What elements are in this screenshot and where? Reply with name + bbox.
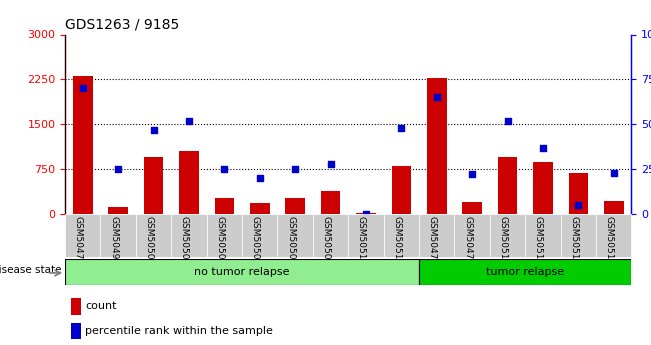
Point	[290, 166, 300, 172]
Point	[148, 127, 159, 132]
Text: GSM50504: GSM50504	[145, 216, 154, 265]
Bar	[604, 201, 624, 214]
Bar	[109, 207, 128, 214]
FancyBboxPatch shape	[419, 259, 631, 285]
Bar	[392, 166, 411, 214]
Point	[432, 95, 442, 100]
Text: GSM50510: GSM50510	[499, 216, 508, 265]
FancyBboxPatch shape	[277, 214, 313, 257]
Bar	[321, 191, 340, 214]
FancyBboxPatch shape	[348, 214, 383, 257]
Bar	[285, 198, 305, 214]
FancyBboxPatch shape	[383, 214, 419, 257]
Bar	[462, 202, 482, 214]
FancyBboxPatch shape	[242, 214, 277, 257]
Bar	[498, 157, 518, 214]
Point	[396, 125, 407, 130]
Text: GSM50509: GSM50509	[322, 216, 331, 265]
Bar	[568, 173, 588, 214]
Bar	[71, 323, 81, 339]
Bar	[427, 78, 447, 214]
Bar	[250, 204, 270, 214]
FancyBboxPatch shape	[561, 214, 596, 257]
Text: GSM50473: GSM50473	[428, 216, 437, 265]
Bar	[73, 76, 92, 214]
Bar	[179, 151, 199, 214]
Text: GSM50505: GSM50505	[180, 216, 189, 265]
Bar	[71, 298, 81, 315]
FancyBboxPatch shape	[419, 214, 454, 257]
Text: GDS1263 / 9185: GDS1263 / 9185	[65, 18, 179, 32]
Text: disease state: disease state	[0, 265, 62, 275]
Bar	[533, 162, 553, 214]
Text: GSM50512: GSM50512	[393, 216, 402, 265]
Point	[326, 161, 336, 166]
Text: GSM50515: GSM50515	[605, 216, 614, 265]
Text: GSM50508: GSM50508	[286, 216, 295, 265]
Point	[184, 118, 194, 124]
Text: no tumor relapse: no tumor relapse	[195, 267, 290, 277]
Text: GSM50496: GSM50496	[109, 216, 118, 265]
FancyBboxPatch shape	[136, 214, 171, 257]
FancyBboxPatch shape	[490, 214, 525, 257]
FancyBboxPatch shape	[171, 214, 207, 257]
Point	[503, 118, 513, 124]
Point	[255, 175, 265, 181]
Text: GSM50474: GSM50474	[74, 216, 83, 265]
Text: GSM50475: GSM50475	[463, 216, 472, 265]
Text: tumor relapse: tumor relapse	[486, 267, 564, 277]
FancyBboxPatch shape	[525, 214, 561, 257]
FancyBboxPatch shape	[100, 214, 136, 257]
Text: GSM50514: GSM50514	[570, 216, 578, 265]
Text: GSM50507: GSM50507	[251, 216, 260, 265]
FancyBboxPatch shape	[65, 259, 419, 285]
Text: GSM50511: GSM50511	[357, 216, 366, 265]
Point	[609, 170, 619, 175]
Bar	[144, 157, 163, 214]
Text: GSM50506: GSM50506	[215, 216, 225, 265]
Point	[467, 172, 477, 177]
Point	[219, 166, 230, 172]
Point	[113, 166, 124, 172]
Bar	[215, 198, 234, 214]
FancyBboxPatch shape	[313, 214, 348, 257]
FancyBboxPatch shape	[596, 214, 631, 257]
FancyBboxPatch shape	[454, 214, 490, 257]
Point	[361, 211, 371, 217]
FancyBboxPatch shape	[207, 214, 242, 257]
Point	[573, 202, 583, 208]
Point	[538, 145, 548, 150]
Bar	[356, 213, 376, 214]
FancyBboxPatch shape	[65, 214, 100, 257]
Text: count: count	[85, 302, 117, 311]
Point	[77, 86, 88, 91]
Text: GSM50513: GSM50513	[534, 216, 543, 265]
Text: percentile rank within the sample: percentile rank within the sample	[85, 326, 273, 336]
